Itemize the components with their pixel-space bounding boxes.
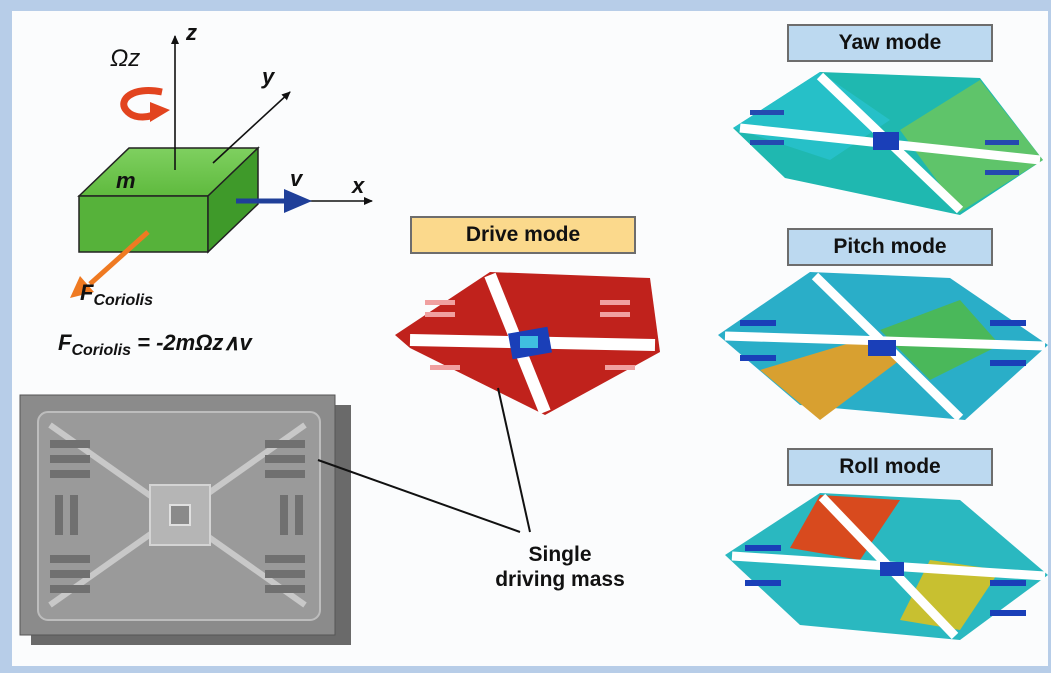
chip-photo — [19, 394, 351, 645]
mass-label: m — [116, 168, 136, 193]
pitch-mode-label: Pitch mode — [787, 228, 993, 266]
z-axis-label: z — [185, 20, 197, 45]
yaw-mode-structure — [733, 72, 1043, 215]
roll-mode-label: Roll mode — [787, 448, 993, 486]
drive-mode-label: Drive mode — [410, 216, 636, 254]
coriolis-arrow-shaft — [88, 230, 150, 286]
yaw-mode-label: Yaw mode — [787, 24, 993, 62]
roll-mode-structure — [725, 493, 1048, 640]
mass-box-side — [207, 146, 259, 254]
callout-line-chip — [317, 459, 521, 533]
y-axis — [212, 91, 291, 164]
rotation-label: Ωz — [110, 45, 140, 72]
coriolis-equation: FCoriolis = -2mΩz∧v — [58, 330, 253, 359]
callout-line-1: Single — [528, 543, 592, 566]
callout-line-2: driving mass — [495, 568, 625, 591]
drive-mode-structure — [395, 272, 660, 415]
coriolis-arrow-head — [70, 276, 94, 298]
single-driving-mass-label: Single driving mass — [480, 542, 640, 592]
velocity-arrow-head — [284, 189, 312, 213]
coriolis-force-label: FCoriolis — [80, 280, 153, 309]
velocity-label: v — [290, 166, 304, 191]
mass-box-front — [78, 195, 209, 253]
y-axis-label: y — [261, 64, 276, 89]
x-axis-label: x — [351, 173, 365, 198]
pitch-mode-structure — [718, 272, 1048, 422]
callout-line-drive — [497, 387, 531, 533]
rotation-arrow-head — [150, 102, 170, 122]
